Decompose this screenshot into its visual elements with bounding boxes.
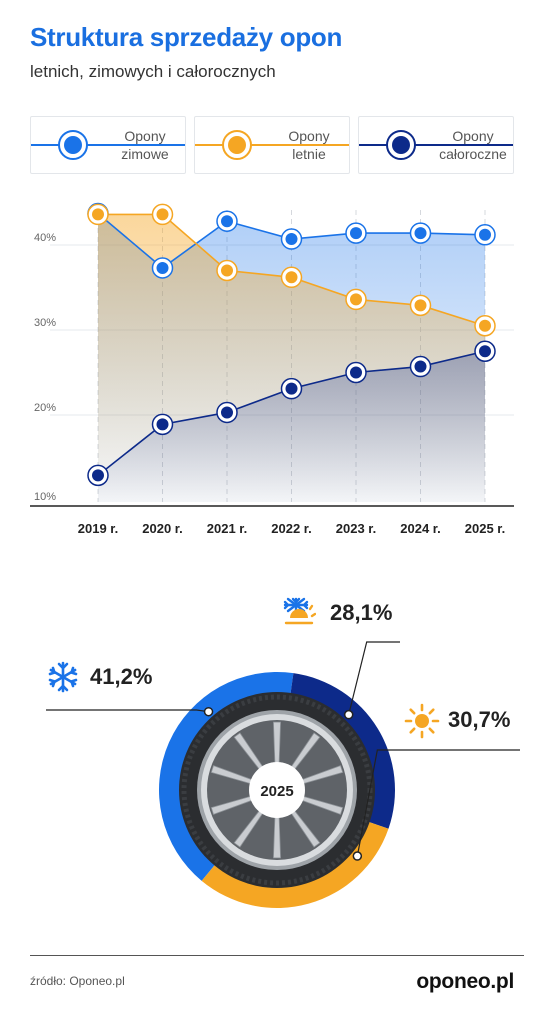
legend-label-allseason: Opony całoroczne [439,128,507,162]
y-tick-label: 20% [34,402,56,414]
y-tick-label: 40% [34,232,56,244]
data-point [474,315,496,337]
data-point [87,464,109,487]
x-tick-label: 2023 r. [336,521,377,536]
data-point [151,257,174,279]
x-tick-label: 2025 r. [465,521,506,536]
leader-line [348,641,400,715]
data-point [409,294,432,317]
legend-label-summer: Opony letnie [288,128,330,162]
data-point [280,228,303,250]
data-point [409,355,432,378]
series-area [98,351,485,502]
data-point [216,210,238,232]
x-tick-label: 2022 r. [271,521,312,536]
data-point [216,401,238,424]
page-subtitle: letnich, zimowych i całorocznych [30,62,276,81]
snowflake-sun-icon [282,596,317,630]
leader-dot [343,709,354,720]
pie-slice [201,817,389,908]
leader-line [46,709,209,713]
data-point [345,288,367,311]
pie-label-winter: 41,2% [90,664,153,689]
pie-center-label: 2025 [260,783,293,800]
x-tick-label: 2021 r. [207,521,248,536]
legend-item-allseason: Opony całoroczne [358,116,514,174]
data-point [280,377,303,400]
sun-icon [404,703,440,739]
data-point [151,413,174,436]
data-point [345,361,367,384]
data-point [216,259,238,282]
data-point [87,203,109,226]
legend-marker-summer [222,130,252,160]
data-point [151,203,174,226]
snowflake-icon [46,660,80,694]
x-tick-label: 2020 r. [142,521,183,536]
legend-label-winter: Opony zimowe [121,128,169,162]
legend-item-winter: Opony zimowe [30,116,186,174]
legend-marker-winter [58,130,88,160]
data-point [280,266,303,289]
data-point [345,222,367,244]
y-tick-label: 10% [34,491,56,503]
tire-illustration: 2025 [179,692,375,888]
leader-dot [352,851,363,861]
line-chart: 10% 20% 30% 40% 2019 r. 2020 r. 2021 r. 2022 r.… [30,202,514,536]
data-point [409,222,432,244]
footer-divider [30,955,524,956]
leader-dot [203,706,214,717]
pie-chart: 2025 [46,641,520,908]
pie-label-summer: 30,7% [448,707,511,732]
legend-marker-allseason [386,130,416,160]
x-tick-label: 2024 r. [400,521,441,536]
data-point [474,224,496,246]
data-point [474,340,496,362]
x-tick-label: 2019 r. [78,521,119,536]
source-note: źródło: Oponeo.pl [30,974,125,988]
legend-item-summer: Opony letnie [194,116,350,174]
brand-logo: oponeo.pl [416,970,514,993]
page-title: Struktura sprzedaży opon [30,22,343,52]
y-tick-label: 30% [34,317,56,329]
pie-label-allseason: 28,1% [330,600,393,625]
leader-line [356,749,520,857]
